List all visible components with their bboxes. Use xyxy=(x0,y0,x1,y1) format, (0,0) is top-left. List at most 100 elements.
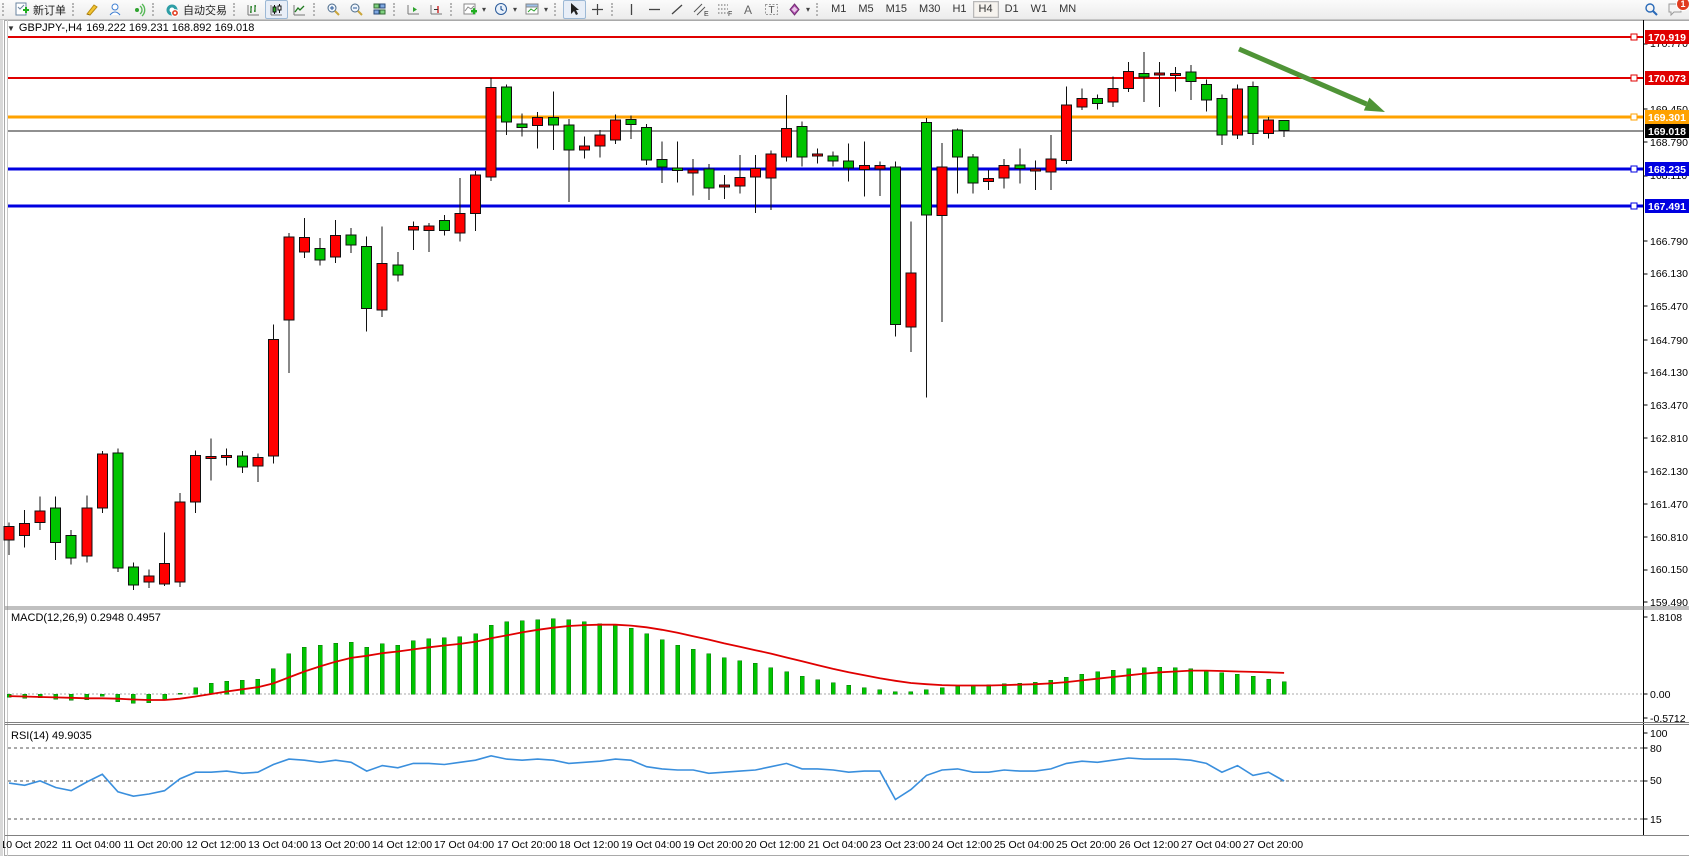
signals-button[interactable] xyxy=(127,0,150,19)
line-chart-button[interactable] xyxy=(288,0,311,19)
price-badge xyxy=(1645,162,1689,176)
timeframe-m5[interactable]: M5 xyxy=(858,3,874,15)
candle-body xyxy=(1092,97,1103,104)
line-handle[interactable] xyxy=(1630,113,1638,121)
x-axis-label: 10 Oct 2022 xyxy=(3,839,58,851)
toolbar-grip[interactable] xyxy=(313,3,318,16)
candle-body xyxy=(547,116,559,126)
timeframe-h1[interactable]: H1 xyxy=(952,3,967,15)
candle-body xyxy=(656,158,668,168)
text-button[interactable]: A xyxy=(737,0,760,19)
candle-body xyxy=(874,164,886,170)
y-axis-tick: 166.790 xyxy=(1650,236,1688,248)
x-axis-label: 19 Oct 20:00 xyxy=(683,839,743,851)
candle-body xyxy=(952,129,964,158)
zoom-in-button[interactable] xyxy=(322,0,345,19)
timeframe-mn[interactable]: MN xyxy=(1059,3,1077,15)
toolbar-grip[interactable] xyxy=(2,3,7,16)
timeframe-m30[interactable]: M30 xyxy=(919,3,941,15)
chart-canvas[interactable]: MACD(12,26,9) 0.2948 0.4957 RSI(14) 49.90… xyxy=(3,19,1689,856)
bar-chart-button[interactable] xyxy=(242,0,265,19)
arrows-button[interactable]: ▾ xyxy=(783,0,814,19)
price-badge xyxy=(1645,124,1689,138)
candle-body xyxy=(1278,120,1290,132)
candle-body xyxy=(516,123,528,129)
fibonacci-button[interactable]: F xyxy=(713,0,737,19)
community-button[interactable] xyxy=(104,0,127,19)
price-badge xyxy=(1645,110,1689,124)
toolbar-grip[interactable] xyxy=(554,3,559,16)
search-icon[interactable] xyxy=(1644,2,1659,17)
tile-windows-button[interactable] xyxy=(368,0,391,19)
candle-body xyxy=(843,160,855,169)
zoom-out-icon xyxy=(350,3,363,16)
candle-body xyxy=(905,272,917,328)
candle-body xyxy=(734,177,746,187)
templates-button[interactable]: ▾ xyxy=(521,0,552,19)
toolbar-grip[interactable] xyxy=(450,3,455,16)
chevron-down-icon: ▼ xyxy=(7,23,15,33)
main-chart-pane[interactable] xyxy=(3,33,1644,590)
rsi-scale-tick: 50 xyxy=(1650,775,1662,787)
candle-body xyxy=(159,563,170,585)
rsi-pane[interactable]: RSI(14) 49.9035 xyxy=(8,730,1644,820)
candle-body xyxy=(1247,86,1259,135)
candle-body xyxy=(563,124,575,151)
toolbar-grip[interactable] xyxy=(233,3,238,16)
candle-body xyxy=(718,184,730,188)
new-order-button[interactable]: 新订单 xyxy=(11,0,70,19)
auto-scroll-button[interactable] xyxy=(402,0,425,19)
time-axis[interactable]: 10 Oct 2022 11 Oct 04:00 11 Oct 20:00 12 Oc… xyxy=(3,839,1303,851)
candlestick-chart-button[interactable] xyxy=(265,0,288,19)
horizontal-line-button[interactable] xyxy=(643,0,666,19)
trend-arrow[interactable] xyxy=(1238,46,1385,112)
notifications-button[interactable]: 1 xyxy=(1667,0,1689,19)
crosshair-button[interactable] xyxy=(586,0,609,19)
svg-text:E: E xyxy=(704,11,709,17)
line-handle[interactable] xyxy=(1630,74,1638,82)
candle-body xyxy=(983,178,995,183)
timeframe-w1[interactable]: W1 xyxy=(1030,3,1048,15)
toolbar-grip[interactable] xyxy=(393,3,398,16)
timeframe-m1[interactable]: M1 xyxy=(831,3,847,15)
toolbar-grip[interactable] xyxy=(816,3,821,16)
trendline-button[interactable] xyxy=(666,0,689,19)
main-toolbar: 新订单 自动交易 ▾ ▾ ▾ E F A T ▾ M1 M5 M15 M30 H1 H4 D… xyxy=(0,0,1689,20)
line-handle[interactable] xyxy=(1630,33,1638,41)
candle-body xyxy=(703,168,715,189)
line-handle[interactable] xyxy=(1630,202,1638,210)
symbol-period-label: GBPJPY-,H4 xyxy=(18,22,83,34)
candle-body xyxy=(205,455,217,459)
timeframe-m15[interactable]: M15 xyxy=(885,3,908,15)
equidistant-channel-button[interactable]: E xyxy=(689,0,713,19)
candle-body xyxy=(34,510,46,524)
arrows-icon xyxy=(789,3,800,16)
periods-button[interactable]: ▾ xyxy=(490,0,521,19)
chart-shift-button[interactable] xyxy=(425,0,448,19)
toolbar-grip[interactable] xyxy=(72,3,77,16)
candle-body xyxy=(594,134,606,147)
vertical-line-button[interactable] xyxy=(620,0,643,19)
autotrading-button[interactable]: 自动交易 xyxy=(161,0,231,19)
chevron-down-icon: ▾ xyxy=(513,5,518,14)
metaeditor-button[interactable] xyxy=(81,0,104,19)
candles xyxy=(3,51,1290,590)
candle-body xyxy=(641,127,653,161)
toolbar-grip[interactable] xyxy=(152,3,157,16)
timeframe-d1[interactable]: D1 xyxy=(1004,3,1019,15)
candle-body xyxy=(532,116,544,127)
zoom-out-button[interactable] xyxy=(345,0,368,19)
candle-body xyxy=(174,501,186,583)
macd-pane[interactable]: MACD(12,26,9) 0.2948 0.4957 xyxy=(6,612,1644,704)
timeframe-h4[interactable]: H4 xyxy=(972,1,999,18)
price-axis[interactable]: 170.770169.450168.790168.110166.790166.1… xyxy=(1643,20,1689,835)
x-axis-label: 19 Oct 04:00 xyxy=(621,839,681,851)
text-label-button[interactable]: T xyxy=(760,0,783,19)
candle-body xyxy=(361,245,373,309)
cursor-button[interactable] xyxy=(563,0,587,19)
line-handle[interactable] xyxy=(1630,165,1638,173)
chart-title-bar[interactable]: ▼ GBPJPY-,H4 169.222 169.231 168.892 169… xyxy=(7,22,254,34)
indicators-button[interactable]: ▾ xyxy=(459,0,490,19)
toolbar-grip[interactable] xyxy=(611,3,616,16)
candle-body xyxy=(1076,97,1088,108)
